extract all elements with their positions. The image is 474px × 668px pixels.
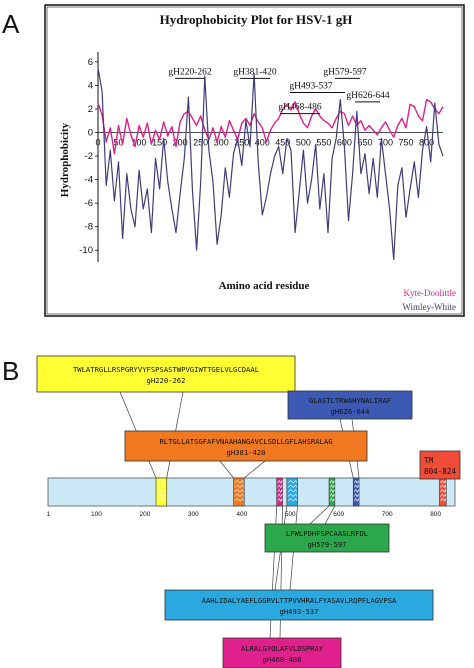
segment-label: gH220-262 — [147, 376, 186, 385]
x-tick-label: 400 — [255, 138, 270, 148]
region-label: gH468-486 — [278, 103, 322, 113]
legend: Kyte-Doolittle Wimley-White — [402, 288, 456, 312]
segment-sequence: AAHLIDALYAEFLGGRVLTTPVVHRALFYASAVLRQPFLA… — [202, 596, 397, 605]
segment-label: gH493-537 — [280, 607, 319, 616]
segment-label: gH626-644 — [331, 407, 370, 416]
segment-label: 804-824 — [424, 467, 456, 476]
x-tick-label: 250 — [193, 138, 208, 148]
scale-label: 800 — [430, 511, 441, 518]
plot-frame — [44, 4, 465, 317]
y-tick-label: -10 — [79, 245, 93, 256]
region-label: gH579-597 — [323, 67, 367, 77]
region-label: gH220-262 — [168, 67, 212, 77]
legend-item-wimley-white: Wimley-White — [402, 302, 456, 312]
sequence-box-gH493-537 — [164, 589, 434, 621]
domain-segment-gH579-597 — [328, 477, 336, 507]
x-tick-label: 50 — [114, 138, 124, 148]
sequence-box-gH381-420 — [124, 430, 368, 462]
scale-label: 700 — [382, 511, 393, 518]
segment-sequence: GLASTLTRWAHYNALIRAF — [309, 396, 391, 405]
domain-segment-gH626-644 — [352, 477, 360, 507]
sequence-box-gH579-597 — [264, 523, 390, 553]
series-line-wimley-white — [97, 67, 444, 261]
segment-sequence: ALRALGYQLAFVLDSPRAY — [241, 644, 324, 653]
region-label: gH381-420 — [233, 67, 277, 77]
domain-segment-gH493-537 — [286, 477, 298, 507]
x-tick-label: 200 — [173, 138, 188, 148]
y-tick-label: 0 — [88, 128, 93, 139]
y-tick-label: 6 — [88, 57, 93, 68]
plot-inner-frame — [46, 6, 463, 315]
segment-hatch — [287, 479, 297, 502]
domain-map: 1 100 200 300 400 500 600 700 800 TWLATRGLLRSPGRY… — [36, 355, 461, 668]
panel-label-b: B — [2, 356, 19, 386]
segment-sequence: LFWLPDHFSPCAASLRFDL — [286, 529, 368, 538]
domain-segment-gH468-486 — [276, 477, 283, 507]
domain-segment-gH381-420 — [233, 477, 245, 507]
chart-title: Hydrophobicity Plot for HSV-1 gH — [160, 12, 353, 27]
scale-label: 500 — [285, 511, 296, 518]
segment-sequence: TWLATRGLLRSPGRYVYFSPSASTWPVGIWTTGELVLGCD… — [73, 365, 259, 374]
protein-bar — [47, 477, 456, 507]
series-line-kyte-doolittle — [97, 98, 444, 155]
x-tick-label: 100 — [132, 138, 147, 148]
sequence-box-gH220-262 — [36, 355, 296, 393]
region-label: gH626-644 — [346, 91, 390, 101]
connector-line — [219, 460, 234, 479]
x-tick-label: 350 — [234, 138, 249, 148]
y-tick-label: -2 — [85, 151, 93, 162]
legend-item-kyte-doolittle: Kyte-Doolittle — [404, 288, 457, 298]
panel-label-a: A — [2, 9, 20, 39]
scale-label: 200 — [139, 511, 150, 518]
y-tick-label: -6 — [85, 198, 93, 209]
sequence-box-tm — [419, 450, 461, 480]
y-tick-label: 4 — [88, 80, 93, 91]
segment-hatch — [440, 479, 446, 502]
scale-label: 300 — [188, 511, 199, 518]
sequence-box-gH468-486 — [222, 637, 342, 668]
y-tick-label: -8 — [85, 222, 93, 233]
scale-label: 400 — [236, 511, 247, 518]
x-tick-label: 450 — [275, 138, 290, 148]
segment-label: gH381-420 — [227, 448, 266, 457]
x-tick-label: 500 — [296, 138, 311, 148]
x-axis-label: Amino acid residue — [219, 280, 310, 292]
x-tick-label: 750 — [399, 138, 414, 148]
region-label: gH493-537 — [289, 81, 333, 91]
segment-hatch — [277, 479, 283, 502]
segment-sequence: TM — [424, 456, 434, 465]
x-tick-label: 650 — [357, 138, 372, 148]
connector-line — [324, 505, 336, 525]
x-tick-label: 700 — [378, 138, 393, 148]
sequence-box-gH626-644 — [287, 390, 413, 420]
segment-label: gH468-486 — [263, 655, 302, 664]
x-tick-label: 800 — [419, 138, 434, 148]
segment-hatch — [156, 479, 167, 502]
segment-hatch — [234, 479, 244, 502]
segment-hatch — [353, 479, 359, 502]
segment-hatch — [329, 479, 335, 502]
domain-segment-gH220-262 — [155, 477, 168, 507]
y-axis-label: Hydrophobicity — [59, 122, 71, 197]
x-tick-label: 550 — [316, 138, 331, 148]
scale-label: 1 — [47, 511, 51, 518]
x-tick-label: 0 — [95, 138, 100, 148]
x-tick-label: 300 — [214, 138, 229, 148]
y-tick-label: -4 — [85, 175, 93, 186]
connector-line — [244, 460, 266, 479]
scale-label: 100 — [91, 511, 102, 518]
scale-label: 600 — [333, 511, 344, 518]
connector-line — [309, 505, 330, 525]
segment-label: gH579-597 — [308, 540, 347, 549]
y-tick-label: 2 — [88, 104, 93, 115]
x-tick-label: 150 — [152, 138, 167, 148]
segment-sequence: RLTGLLATSGFAFVNAAHANGAVCLSDLLGFLAHSRALAG — [159, 437, 332, 446]
